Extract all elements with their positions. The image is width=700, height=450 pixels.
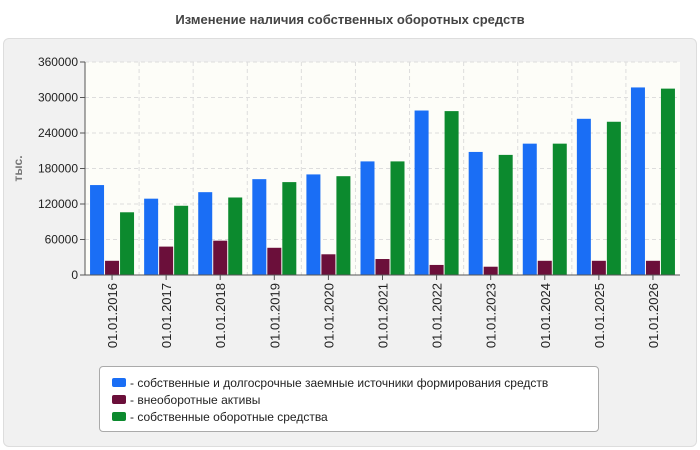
bar — [552, 143, 567, 275]
bar — [414, 110, 429, 276]
bar — [174, 205, 189, 275]
bar — [537, 260, 552, 275]
bar — [90, 185, 105, 275]
bar — [105, 260, 120, 275]
legend-label: - собственные и долгосрочные заемные ист… — [130, 375, 549, 390]
bar — [630, 87, 645, 275]
bar — [267, 247, 282, 275]
x-tick-label: 01.01.2018 — [213, 283, 228, 348]
y-tick-label: 0 — [71, 268, 78, 282]
bar — [483, 266, 498, 275]
legend-swatch-working-capital — [112, 412, 126, 421]
x-tick-label: 01.01.2021 — [376, 283, 391, 348]
legend-label: - собственные оборотные средства — [130, 409, 328, 424]
y-tick-label: 240000 — [38, 126, 78, 140]
bar — [390, 161, 405, 275]
y-tick-label: 300000 — [38, 91, 78, 105]
x-tick-label: 01.01.2024 — [538, 283, 553, 348]
x-tick-label: 01.01.2025 — [592, 283, 607, 348]
y-tick-label: 120000 — [38, 197, 78, 211]
x-tick-label: 01.01.2019 — [267, 283, 282, 348]
bar — [444, 111, 459, 275]
legend: - собственные и долгосрочные заемные ист… — [99, 366, 599, 432]
legend-swatch-noncurrent — [112, 395, 126, 404]
bar — [159, 246, 174, 275]
x-tick-label: 01.01.2022 — [430, 283, 445, 348]
legend-item: - собственные оборотные средства — [112, 408, 598, 425]
x-tick-label: 01.01.2023 — [484, 283, 499, 348]
bar — [252, 179, 267, 275]
legend-item: - собственные и долгосрочные заемные ист… — [112, 374, 598, 391]
bar — [606, 121, 621, 275]
bar — [336, 176, 351, 275]
bar — [306, 174, 321, 275]
x-tick-label: 01.01.2020 — [321, 283, 336, 348]
y-tick-label: 60000 — [45, 233, 79, 247]
bar — [213, 240, 228, 275]
x-tick-label: 01.01.2016 — [105, 283, 120, 348]
bar — [660, 88, 675, 275]
bar — [120, 212, 135, 275]
x-tick-label: 01.01.2026 — [646, 283, 661, 348]
bar — [468, 151, 483, 275]
y-axis-label: тыс. — [11, 155, 25, 181]
chart-title: Изменение наличия собственных оборотных … — [175, 12, 525, 27]
bar — [645, 260, 660, 275]
bar — [198, 192, 213, 275]
bar — [498, 154, 513, 275]
bar — [144, 198, 159, 275]
bar — [360, 161, 375, 275]
x-tick-label: 01.01.2017 — [159, 283, 174, 348]
bar — [228, 197, 243, 275]
bar — [576, 118, 591, 275]
legend-swatch-sources — [112, 378, 126, 387]
bar — [375, 259, 390, 275]
legend-item: - внеоборотные активы — [112, 391, 598, 408]
legend-label: - внеоборотные активы — [130, 392, 261, 407]
bar — [321, 254, 336, 275]
bar — [522, 143, 537, 275]
y-tick-label: 360000 — [38, 55, 78, 69]
bar — [429, 264, 444, 275]
y-tick-label: 180000 — [38, 162, 78, 176]
bar — [282, 182, 297, 275]
bar — [591, 260, 606, 275]
